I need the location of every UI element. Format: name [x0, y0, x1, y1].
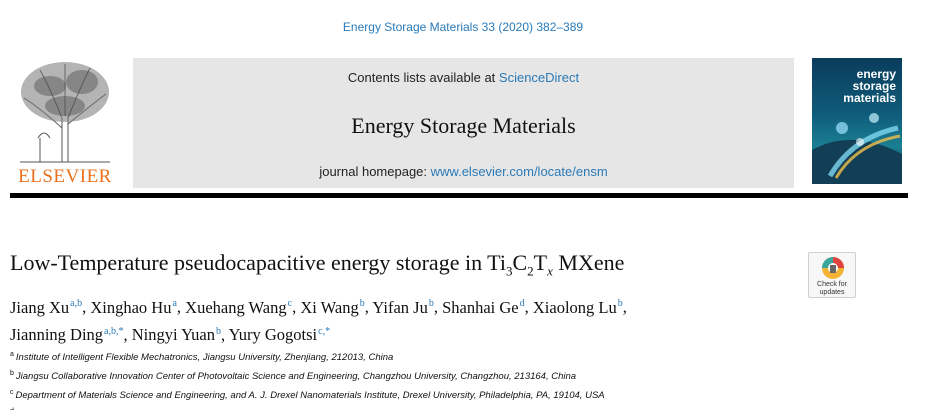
affiliation-text: Department of Materials Science and Engi…	[15, 390, 605, 402]
affiliation-key: b	[10, 370, 14, 378]
elsevier-tree-icon	[20, 62, 110, 163]
author[interactable]: Xinghao Hua	[90, 298, 177, 317]
author-affiliation-marker[interactable]: d	[519, 298, 525, 309]
author-affiliation-marker[interactable]: b	[617, 298, 623, 309]
author[interactable]: Xuehang Wangc	[185, 298, 292, 317]
affiliation-key: a	[10, 351, 14, 358]
author-name[interactable]: Xinghao Hu	[90, 297, 172, 317]
author-affiliation-marker[interactable]: b	[359, 298, 365, 309]
contents-prefix: Contents lists available at	[347, 70, 499, 85]
author[interactable]: Ningyi Yuanb	[132, 325, 221, 344]
author-affiliation-marker[interactable]: b	[428, 298, 434, 309]
affiliation-item: a Institute of Intelligent Flexible Mecha…	[10, 347, 910, 366]
check-updates-icon	[822, 257, 844, 279]
author-name[interactable]: Xiaolong Lu	[532, 297, 617, 317]
sciencedirect-link[interactable]: ScienceDirect	[498, 70, 580, 85]
author-separator: ,	[123, 325, 132, 344]
author[interactable]: Shanhai Ged	[442, 298, 525, 317]
author-name[interactable]: Ningyi Yuan	[131, 325, 216, 344]
cover-title: energy storage materials	[843, 67, 896, 105]
author[interactable]: Xiaolong Lub	[533, 298, 623, 317]
author-name[interactable]: Yifan Ju	[372, 297, 428, 317]
author[interactable]: Jianning Dinga,b,*	[10, 325, 124, 344]
affiliation-key: d	[10, 408, 14, 410]
author-affiliation-marker[interactable]: a,b	[70, 298, 83, 309]
journal-homepage-link[interactable]: www.elsevier.com/locate/ensm	[430, 164, 608, 179]
journal-banner: Contents lists available at ScienceDirec…	[133, 58, 794, 188]
check-updates-label: Check for updates	[817, 281, 847, 296]
author-name[interactable]: Xi Wang	[300, 297, 359, 317]
header-divider	[10, 193, 908, 198]
elsevier-wordmark: ELSEVIER	[18, 166, 112, 187]
affiliation-list: a Institute of Intelligent Flexible Mecha…	[10, 347, 910, 410]
affiliation-text: Institute of Intelligent Flexible Mechat…	[15, 352, 394, 364]
author[interactable]: Xi Wangb	[300, 298, 364, 317]
affiliation-text: Jiangsu Collaborative Innovation Center …	[15, 371, 577, 383]
author[interactable]: Jiang Xua,b	[10, 298, 82, 317]
author-name[interactable]: Jianning Ding	[10, 325, 104, 344]
author-affiliation-marker[interactable]: c	[287, 298, 293, 309]
author-separator: ,	[364, 297, 373, 317]
cover-art-icon	[812, 113, 902, 184]
article-title: Low-Temperature pseudocapacitive energy …	[10, 250, 625, 279]
elsevier-logo: ELSEVIER	[10, 58, 120, 187]
author-separator: ,	[82, 297, 91, 317]
author-list: Jiang Xua,b, Xinghao Hua, Xuehang Wangc,…	[10, 292, 790, 347]
check-for-updates-button[interactable]: Check for updates	[808, 252, 856, 298]
author-separator: ,	[622, 297, 627, 317]
journal-title: Energy Storage Materials	[351, 113, 576, 138]
author-separator: ,	[221, 325, 229, 344]
author-name[interactable]: Shanhai Ge	[442, 297, 519, 317]
author[interactable]: Yury Gogotsic,*	[229, 325, 330, 344]
author-affiliation-marker[interactable]: a	[172, 298, 177, 309]
affiliation-item: c Department of Materials Science and Eng…	[10, 385, 910, 404]
affiliation-item: dDepartment of Mechanical and Nuclear En…	[10, 404, 910, 410]
journal-cover-image[interactable]: energy storage materials	[812, 58, 902, 184]
author-name[interactable]: Yury Gogotsi	[228, 325, 318, 344]
journal-homepage-line: journal homepage: www.elsevier.com/locat…	[133, 164, 794, 179]
contents-line: Contents lists available at ScienceDirec…	[133, 70, 794, 85]
affiliation-key: c	[10, 389, 14, 397]
author-name[interactable]: Xuehang Wang	[185, 297, 287, 317]
journal-citation[interactable]: Energy Storage Materials 33 (2020) 382–3…	[342, 20, 584, 34]
author-name[interactable]: Jiang Xu	[10, 297, 70, 317]
affiliation-item: b Jiangsu Collaborative Innovation Center…	[10, 366, 910, 385]
author-separator: ,	[176, 297, 186, 317]
homepage-prefix: journal homepage:	[319, 164, 431, 179]
author-affiliation-marker[interactable]: a,b,*	[104, 325, 124, 337]
author-affiliation-marker[interactable]: b	[216, 325, 222, 337]
author-separator: ,	[433, 297, 443, 317]
author-affiliation-marker[interactable]: c,*	[318, 325, 331, 337]
author[interactable]: Yifan Jub	[372, 298, 433, 317]
author-separator: ,	[524, 297, 533, 317]
author-separator: ,	[292, 297, 301, 317]
